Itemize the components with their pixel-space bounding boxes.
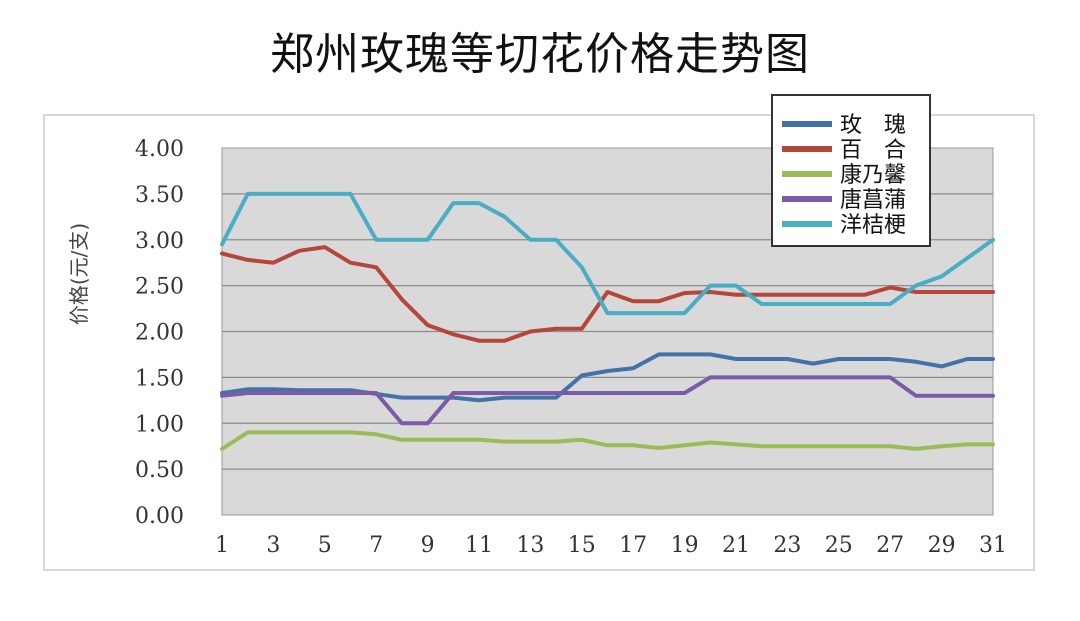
legend-box [771, 94, 931, 247]
y-tick-label: 0.50 [135, 458, 184, 483]
x-axis-ticks: 1 3 5 7 9 11 13 15 17 19 21 23 25 27 29 31 [215, 533, 1007, 558]
series-line-2 [220, 245, 995, 343]
legend-label: 玫 瑰 [840, 113, 906, 138]
y-axis-ticks: 0.00 0.50 1.00 1.50 2.00 2.50 3.00 3.50 4.00 [135, 137, 184, 529]
x-tick-label: 11 [465, 533, 493, 558]
series-line-4 [220, 375, 995, 426]
x-tick-label: 19 [671, 533, 699, 558]
x-tick-label: 27 [876, 533, 904, 558]
x-tick-label: 21 [722, 533, 750, 558]
y-tick-label: 2.00 [135, 321, 184, 346]
x-tick-label: 31 [979, 533, 1007, 558]
x-tick-label: 9 [421, 533, 435, 558]
x-tick-label: 5 [318, 533, 332, 558]
legend-label: 洋桔梗 [840, 213, 906, 238]
series-line-5 [220, 191, 995, 316]
y-tick-label: 4.00 [135, 137, 184, 162]
y-tick-label: 0.00 [135, 504, 184, 529]
y-tick-label: 3.00 [135, 229, 184, 254]
legend-label: 康乃馨 [840, 163, 906, 188]
x-tick-label: 15 [568, 533, 596, 558]
y-tick-label: 1.50 [135, 366, 184, 391]
x-tick-label: 3 [266, 533, 280, 558]
y-tick-label: 2.50 [135, 275, 184, 300]
x-tick-label: 29 [928, 533, 956, 558]
series-lines [220, 191, 995, 451]
series-line-1 [220, 352, 995, 403]
x-tick-label: 1 [215, 533, 229, 558]
x-tick-label: 7 [369, 533, 383, 558]
x-tick-label: 17 [619, 533, 647, 558]
y-tick-label: 3.50 [135, 183, 184, 208]
y-tick-label: 1.00 [135, 412, 184, 437]
legend-label: 百 合 [840, 138, 906, 163]
series-line-3 [220, 430, 995, 451]
x-tick-label: 13 [516, 533, 544, 558]
x-tick-label: 23 [773, 533, 801, 558]
x-tick-label: 25 [825, 533, 853, 558]
y-axis-label: 价格(元/支) [67, 223, 91, 325]
legend-label: 唐菖蒲 [840, 188, 906, 213]
chart-title: 郑州玫瑰等切花价格走势图 [270, 29, 810, 80]
